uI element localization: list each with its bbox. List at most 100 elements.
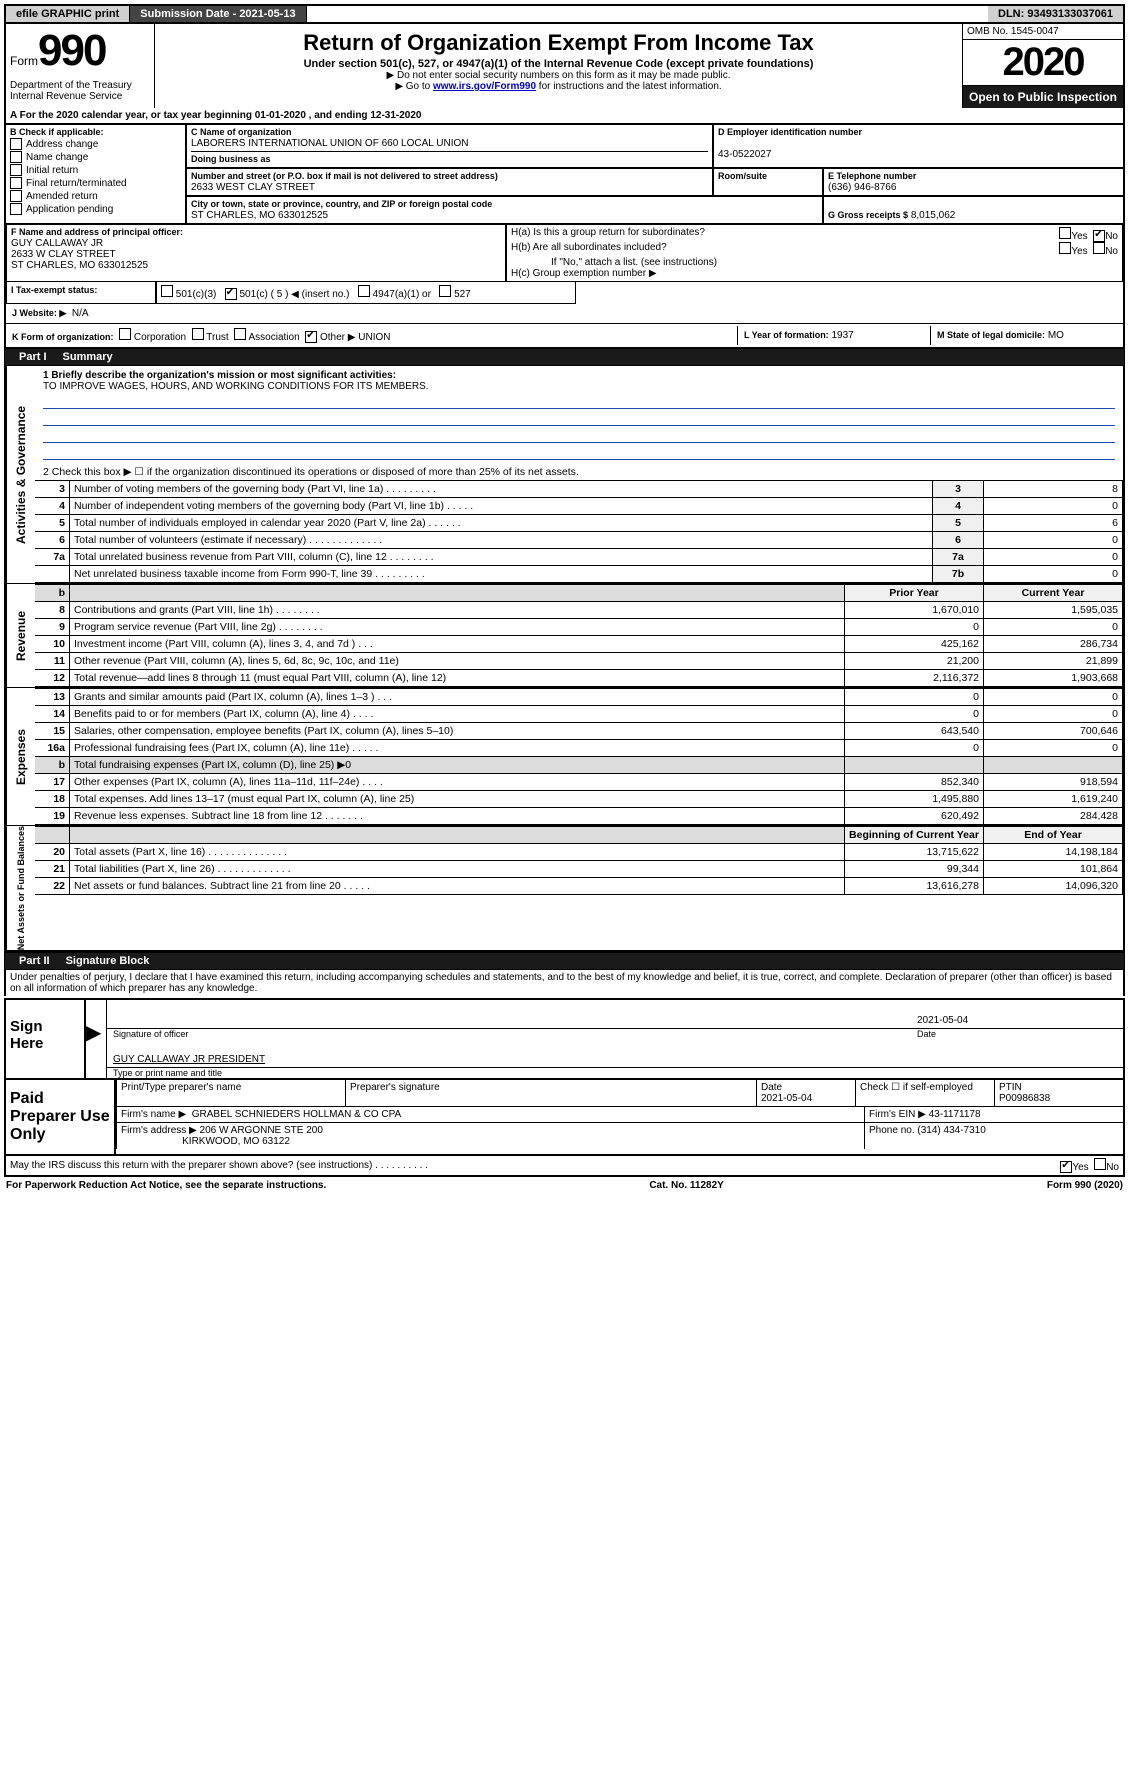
dln-label: DLN: 93493133037061 <box>988 6 1123 22</box>
table-row: 9Program service revenue (Part VIII, lin… <box>35 619 1123 636</box>
exp-vlabel: Expenses <box>6 688 35 825</box>
section-e: E Telephone number (636) 946-8766 <box>823 168 1123 196</box>
irs-link[interactable]: www.irs.gov/Form990 <box>433 81 536 92</box>
room-label: Room/suite <box>718 171 767 181</box>
exp-table: 13Grants and similar amounts paid (Part … <box>35 688 1123 825</box>
prior-year-header: Prior Year <box>845 585 984 602</box>
section-b: B Check if applicable: Address changeNam… <box>6 124 186 224</box>
k-other-value: UNION <box>358 332 390 343</box>
phone-value: (636) 946-8766 <box>828 182 896 193</box>
rev-vlabel: Revenue <box>6 584 35 687</box>
exp-section: Expenses 13Grants and similar amounts pa… <box>4 688 1125 826</box>
firm-ein-row: Firm's EIN ▶ 43-1171178 <box>864 1107 1123 1123</box>
part1-header: Part I Summary <box>4 348 1125 366</box>
h-b-note: If "No," attach a list. (see instruction… <box>551 257 1118 268</box>
firm-name-row: Firm's name ▶ GRABEL SCHNIEDERS HOLLMAN … <box>116 1107 864 1123</box>
section-f: F Name and address of principal officer:… <box>6 225 506 282</box>
b-checkbox-row[interactable]: Amended return <box>10 190 181 202</box>
rev-section: Revenue b Prior Year Current Year 8Contr… <box>4 584 1125 688</box>
perjury-text: Under penalties of perjury, I declare th… <box>4 970 1125 996</box>
i-label: I Tax-exempt status: <box>6 282 156 304</box>
table-row: 15Salaries, other compensation, employee… <box>35 723 1123 740</box>
k-l-m-row: K Form of organization: Corporation Trus… <box>4 324 1125 348</box>
b-label: B Check if applicable: <box>10 127 181 137</box>
part2-tab: Part II <box>9 953 60 969</box>
ptin-cell: PTINP00986838 <box>994 1080 1123 1107</box>
title-block: Return of Organization Exempt From Incom… <box>155 24 962 108</box>
na-section: Net Assets or Fund Balances Beginning of… <box>4 826 1125 952</box>
c-name-label: C Name of organization <box>191 127 292 137</box>
paperwork-notice: For Paperwork Reduction Act Notice, see … <box>6 1180 326 1191</box>
end-year-header: End of Year <box>984 827 1123 844</box>
table-row: 14Benefits paid to or for members (Part … <box>35 706 1123 723</box>
table-row: 19Revenue less expenses. Subtract line 1… <box>35 808 1123 825</box>
na-vlabel: Net Assets or Fund Balances <box>6 826 35 950</box>
line-2: 2 Check this box ▶ ☐ if the organization… <box>35 464 1123 480</box>
tax-year: 2020 <box>963 40 1123 86</box>
d-label: D Employer identification number <box>718 127 862 137</box>
addr-label: Number and street (or P.O. box if mail i… <box>191 171 498 181</box>
open-to-public-badge: Open to Public Inspection <box>963 86 1123 108</box>
table-row: bTotal fundraising expenses (Part IX, co… <box>35 757 1123 774</box>
preparer-name-header: Print/Type preparer's name <box>116 1080 345 1107</box>
officer-name: GUY CALLAWAY JR <box>11 238 103 249</box>
b-checkbox-row[interactable]: Application pending <box>10 203 181 215</box>
e-label: E Telephone number <box>828 171 916 181</box>
table-row: 22Net assets or fund balances. Subtract … <box>35 878 1123 895</box>
f-label: F Name and address of principal officer: <box>11 227 183 237</box>
gross-receipts: 8,015,062 <box>911 210 956 221</box>
h-a-label: H(a) Is this a group return for subordin… <box>511 227 705 242</box>
form-title: Return of Organization Exempt From Incom… <box>159 30 958 56</box>
self-employed-check[interactable]: Check ☐ if self-employed <box>855 1080 994 1107</box>
b-checkbox-row[interactable]: Name change <box>10 151 181 163</box>
b-checkbox-row[interactable]: Initial return <box>10 164 181 176</box>
date-label: Date <box>917 1029 1117 1039</box>
department-label: Department of the Treasury Internal Reve… <box>10 80 150 102</box>
j-label: J Website: ▶ <box>12 308 66 318</box>
paperwork-footer: For Paperwork Reduction Act Notice, see … <box>4 1177 1125 1194</box>
section-c-name: C Name of organization LABORERS INTERNAT… <box>186 124 713 168</box>
table-row: Net unrelated business taxable income fr… <box>35 566 1123 583</box>
tax-year-line: A For the 2020 calendar year, or tax yea… <box>4 108 1125 124</box>
dba-label: Doing business as <box>191 154 271 164</box>
omb-number: OMB No. 1545-0047 <box>963 24 1123 40</box>
ssn-note: ▶ Do not enter social security numbers o… <box>159 70 958 81</box>
gov-table: 3Number of voting members of the governi… <box>35 480 1123 583</box>
table-row: 5Total number of individuals employed in… <box>35 515 1123 532</box>
goto-link-line: ▶ Go to www.irs.gov/Form990 for instruct… <box>159 81 958 92</box>
submission-date-label: Submission Date - 2021-05-13 <box>130 6 306 22</box>
b-checkbox-row[interactable]: Final return/terminated <box>10 177 181 189</box>
firm-addr-row: Firm's address ▶ 206 W ARGONNE STE 200 K… <box>116 1123 864 1149</box>
h-b-label: H(b) Are all subordinates included? <box>511 242 667 257</box>
form-prefix: Form <box>10 54 38 68</box>
preparer-sig-header: Preparer's signature <box>345 1080 756 1107</box>
ein-value: 43-0522027 <box>718 149 771 160</box>
na-table: Beginning of Current Year End of Year 20… <box>35 826 1123 895</box>
section-d: D Employer identification number 43-0522… <box>713 124 1123 168</box>
cat-number: Cat. No. 11282Y <box>649 1180 723 1191</box>
table-row: 12Total revenue—add lines 8 through 11 (… <box>35 670 1123 687</box>
sig-officer-label: Signature of officer <box>113 1029 917 1039</box>
section-c-address: Number and street (or P.O. box if mail i… <box>186 168 713 196</box>
gov-vlabel: Activities & Governance <box>6 366 35 583</box>
mission-area: 1 Briefly describe the organization's mi… <box>35 366 1123 464</box>
part2-title: Signature Block <box>66 955 150 967</box>
table-row: 6Total number of volunteers (estimate if… <box>35 532 1123 549</box>
i-options: 501(c)(3) 501(c) ( 5 ) ◀ (insert no.) 49… <box>156 282 576 304</box>
efile-print-button[interactable]: efile GRAPHIC print <box>6 6 130 22</box>
gov-section: Activities & Governance 1 Briefly descri… <box>4 366 1125 584</box>
table-row: 8Contributions and grants (Part VIII, li… <box>35 602 1123 619</box>
table-row: 16aProfessional fundraising fees (Part I… <box>35 740 1123 757</box>
paid-preparer-label: Paid Preparer Use Only <box>6 1080 116 1154</box>
g-label: G Gross receipts $ <box>828 210 908 220</box>
b-checkbox-row[interactable]: Address change <box>10 138 181 150</box>
table-row: 20Total assets (Part X, line 16) . . . .… <box>35 844 1123 861</box>
sign-here-label: Sign Here <box>6 1000 86 1078</box>
section-k: K Form of organization: Corporation Trus… <box>6 324 737 347</box>
section-g: G Gross receipts $ 8,015,062 <box>823 196 1123 224</box>
room-suite: Room/suite <box>713 168 823 196</box>
sign-block: Sign Here ▶ 2021-05-04 Signature of offi… <box>4 998 1125 1080</box>
preparer-date: Date2021-05-04 <box>756 1080 855 1107</box>
sign-date: 2021-05-04 <box>917 1015 968 1026</box>
officer-printed-name: GUY CALLAWAY JR PRESIDENT <box>113 1054 265 1065</box>
